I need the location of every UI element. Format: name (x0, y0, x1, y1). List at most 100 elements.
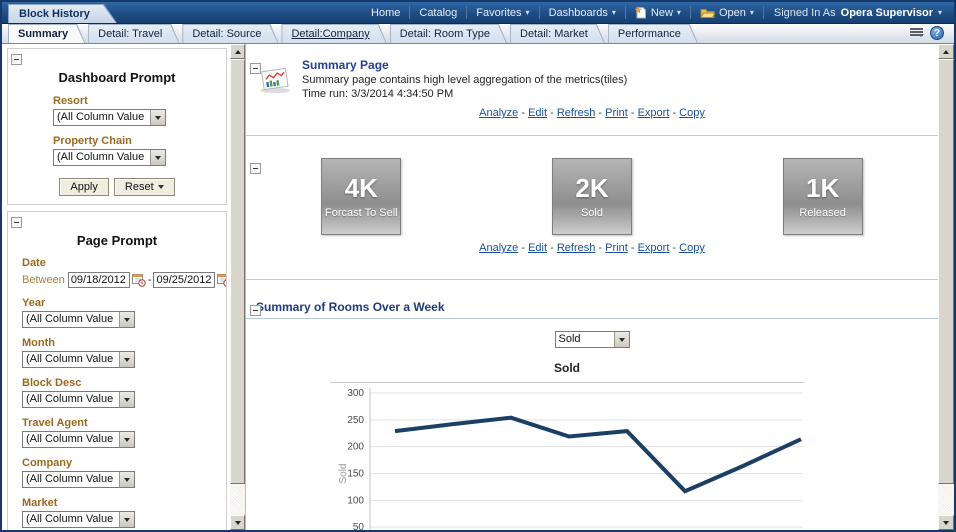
dashboard-brand-tab-label: Block History (9, 5, 116, 23)
scroll-down-button[interactable] (230, 515, 245, 530)
date-to-input[interactable] (153, 272, 216, 288)
nav-separator (762, 6, 764, 19)
chevron-down-icon: ▾ (525, 7, 530, 17)
nav-separator (624, 6, 626, 19)
summary-page-description: Summary page contains high level aggrega… (302, 74, 628, 86)
svg-text:100: 100 (347, 495, 364, 506)
date-range-separator: - (147, 274, 152, 286)
tile-released[interactable]: 1K Released (782, 158, 863, 235)
collapse-icon[interactable] (11, 54, 22, 65)
sidebar-scrollbar[interactable] (230, 44, 245, 530)
nav-dashboards[interactable]: Dashboards ▾ (548, 6, 616, 19)
signed-in-user: Opera Supervisor (840, 6, 933, 19)
refresh-link[interactable]: Refresh (556, 107, 596, 119)
collapse-icon[interactable] (250, 305, 261, 316)
dropdown-arrow-icon[interactable] (119, 312, 134, 327)
tab-detail-travel[interactable]: Detail: Travel (88, 24, 179, 43)
copy-link[interactable]: Copy (679, 107, 705, 119)
dropdown-arrow-icon[interactable] (119, 352, 134, 367)
nav-home[interactable]: Home (371, 6, 401, 19)
scroll-down-button[interactable] (938, 515, 954, 530)
new-document-icon (634, 6, 646, 19)
tile-sold[interactable]: 2K Sold (551, 158, 632, 235)
scrollbar-thumb[interactable] (938, 59, 954, 484)
top-navbar: Block History Home Catalog Favorites ▾ Da… (2, 2, 954, 24)
dropdown-arrow-icon[interactable] (119, 512, 134, 527)
tab-detail-room-type[interactable]: Detail: Room Type (390, 24, 507, 43)
nav-open[interactable]: Open ▾ (691, 7, 763, 19)
page-prompt-panel: Page Prompt Date Between - (7, 211, 227, 530)
open-folder-icon (700, 8, 715, 18)
nav-favorites[interactable]: Favorites ▾ (476, 6, 530, 19)
nav-separator (538, 6, 540, 19)
scroll-up-button[interactable] (230, 44, 245, 59)
market-select[interactable]: (All Column Value (22, 511, 135, 528)
prompt-sidebar: Dashboard Prompt Resort (All Column Valu… (2, 44, 230, 530)
block-desc-label: Block Desc (22, 377, 82, 389)
apply-button[interactable]: Apply (59, 178, 109, 196)
year-select[interactable]: (All Column Value (22, 311, 135, 328)
dropdown-arrow-icon[interactable] (119, 432, 134, 447)
dropdown-arrow-icon[interactable] (119, 392, 134, 407)
svg-text:200: 200 (347, 442, 364, 453)
calendar-icon[interactable] (217, 273, 226, 288)
resort-select[interactable]: (All Column Value (53, 109, 166, 126)
nav-catalog[interactable]: Catalog (419, 6, 458, 19)
report-action-links: Analyze - Edit - Refresh - Print - Expor… (479, 242, 705, 254)
edit-link[interactable]: Edit (528, 242, 548, 254)
signed-in-menu[interactable]: Signed In As Opera Supervisor ▾ (764, 7, 946, 19)
tile-forecast-to-sell[interactable]: 4K Forcast To Sell (321, 158, 402, 235)
chevron-down-icon: ▾ (676, 7, 681, 17)
analyze-link[interactable]: Analyze (479, 107, 519, 119)
chart-section-title: Summary of Rooms Over a Week (246, 300, 938, 319)
refresh-link[interactable]: Refresh (556, 242, 596, 254)
chevron-down-icon (157, 185, 164, 192)
metric-select[interactable]: Sold (554, 331, 630, 348)
dashboard-page-tabs: Summary Detail: Travel Detail: Source De… (2, 24, 954, 44)
edit-link[interactable]: Edit (528, 107, 548, 119)
analyze-link[interactable]: Analyze (479, 242, 519, 254)
print-link[interactable]: Print (605, 242, 628, 254)
help-icon[interactable]: ? (930, 26, 944, 40)
main-scrollbar[interactable] (938, 44, 954, 530)
copy-link[interactable]: Copy (679, 242, 705, 254)
print-link[interactable]: Print (605, 107, 628, 119)
dropdown-arrow-icon[interactable] (613, 332, 629, 347)
svg-text:150: 150 (347, 469, 364, 480)
scrollbar-thumb[interactable] (230, 59, 245, 484)
property-chain-select[interactable]: (All Column Value (53, 149, 166, 166)
metric-tiles: 4K Forcast To Sell 2K Sold 1K Released (246, 158, 938, 235)
tab-detail-source[interactable]: Detail: Source (182, 24, 278, 43)
dashboard-brand-tab[interactable]: Block History (8, 4, 117, 23)
block-desc-select[interactable]: (All Column Value (22, 391, 135, 408)
month-select[interactable]: (All Column Value (22, 351, 135, 368)
export-link[interactable]: Export (637, 107, 670, 119)
collapse-icon[interactable] (250, 63, 261, 74)
dashboard-prompt-title: Dashboard Prompt (58, 70, 176, 85)
chevron-down-icon: ▾ (611, 7, 616, 17)
sold-line-chart: 0501001502002503009/18/20129/19/20129/20… (338, 388, 803, 530)
collapse-icon[interactable] (11, 217, 22, 228)
tab-detail-market[interactable]: Detail: Market (510, 24, 605, 43)
dropdown-arrow-icon[interactable] (150, 110, 165, 125)
collapse-icon[interactable] (250, 163, 261, 174)
chart-title: Sold (330, 361, 804, 383)
tab-performance[interactable]: Performance (608, 24, 698, 43)
tab-summary[interactable]: Summary (8, 24, 85, 43)
signed-in-label: Signed In As (773, 6, 836, 19)
dropdown-arrow-icon[interactable] (119, 472, 134, 487)
tab-detail-company[interactable]: Detail:Company (281, 24, 386, 43)
report-thumbnail-icon (260, 68, 290, 94)
scroll-up-button[interactable] (938, 44, 954, 59)
page-options-icon[interactable] (910, 28, 924, 38)
company-select[interactable]: (All Column Value (22, 471, 135, 488)
date-from-input[interactable] (67, 272, 130, 288)
dropdown-arrow-icon[interactable] (150, 150, 165, 165)
date-label: Date (22, 257, 46, 269)
reset-button[interactable]: Reset (113, 178, 175, 196)
export-link[interactable]: Export (637, 242, 670, 254)
travel-agent-select[interactable]: (All Column Value (22, 431, 135, 448)
nav-new[interactable]: New ▾ (626, 6, 690, 19)
calendar-icon[interactable] (131, 273, 146, 288)
